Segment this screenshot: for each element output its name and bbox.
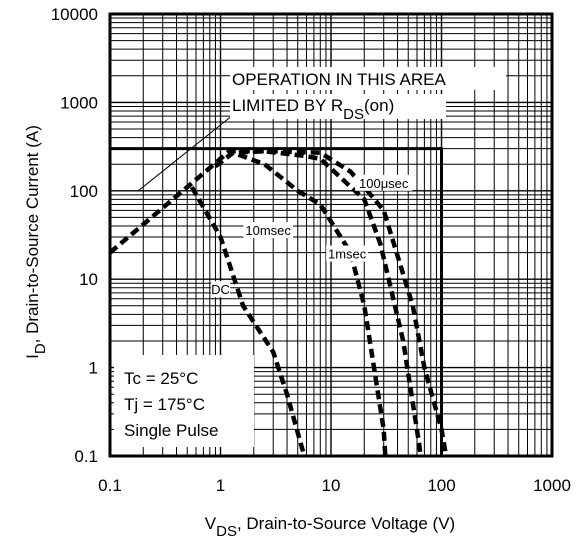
soa-curves	[108, 149, 449, 457]
curve-label-bg	[326, 245, 369, 262]
axis-ticks: 0.1 1 10 100 1000 0.1 1 10 100 1000 10000	[51, 5, 571, 495]
limit-box	[110, 147, 443, 456]
x-tick-label: 1000	[533, 476, 571, 495]
y-tick-label: 1	[89, 359, 98, 378]
series-100μsec	[108, 149, 449, 457]
series-1msec	[214, 149, 424, 457]
y-axis-label: ID, Drain-to-Source Current (A)	[23, 125, 49, 359]
x-tick-label: 0.1	[98, 476, 122, 495]
y-tick-label: 10	[79, 270, 98, 289]
y-tick-label: 1000	[60, 93, 98, 112]
curve-label-bg	[210, 281, 231, 298]
curve-label-10msec: 10msec	[245, 223, 291, 238]
series-DC	[189, 185, 308, 457]
condition-tc: Tc = 25°C	[124, 369, 198, 388]
y-tick-label: 100	[70, 182, 98, 201]
condition-pulse: Single Pulse	[124, 421, 219, 440]
conditions-bg	[114, 355, 254, 447]
chart-frame	[108, 12, 554, 458]
y-tick-label: 0.1	[74, 447, 98, 466]
annotation-line1: OPERATION IN THIS AREA	[232, 70, 446, 89]
curve-label-DC: DC	[211, 282, 230, 297]
plot-border	[108, 12, 554, 458]
x-tick-label: 1	[216, 476, 225, 495]
x-tick-label: 10	[322, 476, 341, 495]
annotation-area: OPERATION IN THIS AREA LIMITED BY RDS(on…	[230, 67, 506, 123]
y-tick-label: 10000	[51, 5, 98, 24]
condition-tj: Tj = 175°C	[124, 395, 205, 414]
series-10msec	[214, 150, 388, 457]
x-axis-label: VDS, Drain-to-Source Voltage (V)	[205, 514, 455, 540]
current-voltage-limit	[110, 147, 443, 456]
annotation-bg-1	[230, 67, 506, 90]
curve-label-1msec: 1msec	[328, 247, 367, 262]
conditions-box: Tc = 25°C Tj = 175°C Single Pulse	[114, 355, 254, 447]
curve-label-bg	[355, 174, 413, 191]
curve-label-bg	[243, 222, 293, 239]
curve-label-100μsec: 100μsec	[359, 176, 409, 191]
x-tick-label: 100	[427, 476, 455, 495]
curve-labels: 100μsec 1msec 10msec DC	[210, 174, 413, 298]
annotation-line2: LIMITED BY RDS(on)	[232, 96, 394, 123]
annotation-bg-2	[230, 94, 446, 119]
